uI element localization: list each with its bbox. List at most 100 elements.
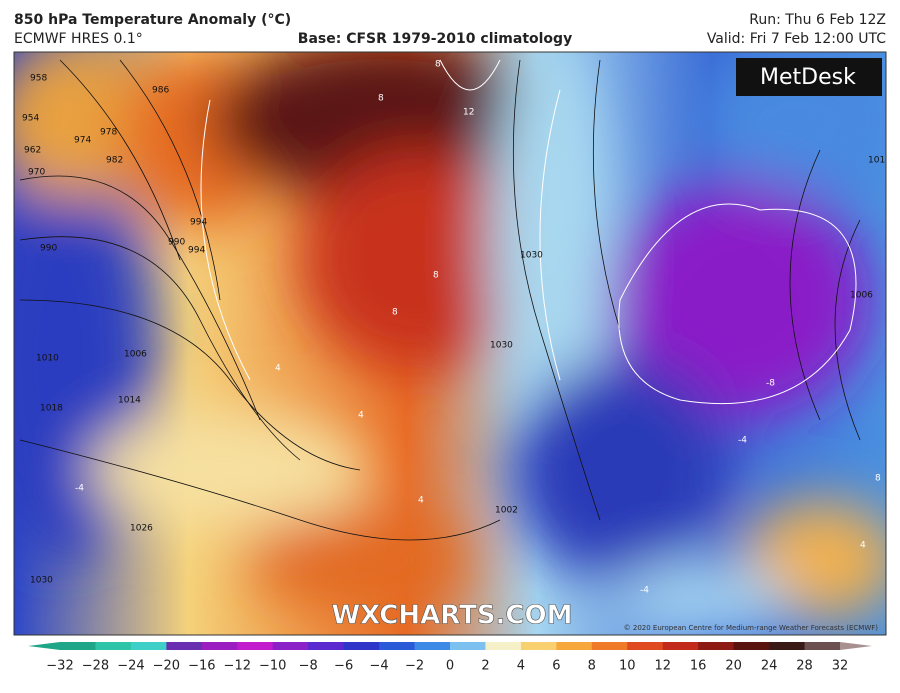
anomaly-label: 4 xyxy=(358,411,364,421)
colorbar-label: 2 xyxy=(481,659,489,674)
isobar-label: 1030 xyxy=(490,341,513,351)
title: 850 hPa Temperature Anomaly (°C) xyxy=(14,12,291,28)
anomaly-field xyxy=(14,52,886,635)
model: ECMWF HRES 0.1° xyxy=(14,31,143,47)
colorbar-segment xyxy=(95,642,132,650)
anomaly-label: -8 xyxy=(766,379,775,389)
colorbar-label: −4 xyxy=(370,659,389,674)
anomaly-label: 12 xyxy=(463,108,474,118)
watermark: WXCHARTS.COM xyxy=(331,601,572,631)
colorbar-label: −10 xyxy=(259,659,286,674)
colorbar-label: 0 xyxy=(446,659,454,674)
colorbar-label: 4 xyxy=(517,659,525,674)
isobar-label: 1002 xyxy=(495,506,518,516)
colorbar-segment xyxy=(308,642,345,650)
colorbar-segment xyxy=(450,642,486,650)
isobar-label: 1014 xyxy=(118,396,141,406)
colorbar-label: −20 xyxy=(153,659,180,674)
isobar-label: 990 xyxy=(168,238,185,248)
colorbar-end xyxy=(840,642,872,650)
colorbar-segment xyxy=(698,642,735,650)
colorbar-label: −8 xyxy=(299,659,318,674)
colorbar-label: −24 xyxy=(117,659,144,674)
colorbar-label: −28 xyxy=(82,659,109,674)
colorbar-segment xyxy=(804,642,841,650)
isobar-label: 954 xyxy=(22,114,39,124)
colorbar-label: 6 xyxy=(552,659,560,674)
anomaly-label: 8 xyxy=(875,474,881,484)
anomaly-label: -4 xyxy=(640,586,649,596)
isobar-label: 974 xyxy=(74,136,91,146)
colorbar-segment xyxy=(60,642,96,650)
colorbar-segment xyxy=(662,642,699,650)
isobar-label: 1030 xyxy=(30,576,53,586)
logo: MetDesk xyxy=(760,65,856,90)
map-frame xyxy=(13,51,887,636)
anomaly-contours xyxy=(200,59,857,405)
isobar-label: 978 xyxy=(100,128,117,138)
isobar-label: 958 xyxy=(30,74,47,84)
colorbar-label: −16 xyxy=(188,659,215,674)
isobar-label: 990 xyxy=(40,244,57,254)
colorbar-segment xyxy=(485,642,522,650)
valid: Valid: Fri 7 Feb 12:00 UTC xyxy=(707,31,886,47)
anomaly-label: 8 xyxy=(433,271,439,281)
anomaly-label: 4 xyxy=(275,364,281,374)
colorbar-label: −32 xyxy=(46,659,73,674)
colorbar-label: 20 xyxy=(725,659,742,674)
anomaly-label: 8 xyxy=(435,60,441,70)
isobar-label: 1018 xyxy=(40,404,63,414)
colorbar-segment xyxy=(591,642,628,650)
isobar-label: 994 xyxy=(188,246,205,256)
colorbar-end xyxy=(28,642,60,650)
isobar-label: 970 xyxy=(28,168,45,178)
colorbar-segment xyxy=(201,642,238,650)
logo-box xyxy=(736,58,882,96)
colorbar-segment xyxy=(556,642,593,650)
colorbar-segment xyxy=(237,642,274,650)
colorbar-label: 24 xyxy=(761,659,778,674)
isobar-label: 1014 xyxy=(868,156,891,166)
base: Base: CFSR 1979-2010 climatology xyxy=(298,31,572,47)
colorbar-label: −2 xyxy=(405,659,424,674)
isobar-label: 1006 xyxy=(850,291,873,301)
colorbar-segment xyxy=(272,642,309,650)
isobars xyxy=(19,59,861,541)
isobar-label: 1026 xyxy=(130,524,153,534)
colorbar-label: −6 xyxy=(334,659,353,674)
anomaly-label: 4 xyxy=(418,496,424,506)
colorbar-segment xyxy=(130,642,167,650)
colorbar-segment xyxy=(769,642,806,650)
run: Run: Thu 6 Feb 12Z xyxy=(749,12,886,28)
colorbar-label: 32 xyxy=(832,659,849,674)
anomaly-label: 8 xyxy=(392,308,398,318)
isobar-label: 994 xyxy=(190,218,207,228)
colorbar-label: 28 xyxy=(796,659,813,674)
isobar-label: 1030 xyxy=(520,251,543,261)
copyright: © 2020 European Centre for Medium-range … xyxy=(624,624,879,632)
isobar-label: 1010 xyxy=(36,354,59,364)
colorbar-label: −12 xyxy=(224,659,251,674)
colorbar-segment xyxy=(733,642,770,650)
colorbar-label: 12 xyxy=(654,659,671,674)
colorbar-label: 8 xyxy=(588,659,596,674)
isobar-label: 1006 xyxy=(124,350,147,360)
map: WXCHARTS.COM © 2020 European Centre for … xyxy=(14,52,891,635)
anomaly-label: -4 xyxy=(75,484,84,494)
colorbar: −32 −28 −24 −20 −16 −12 −10 −8 −6 −4 −2 0 2 4 6 8 10 12 16… xyxy=(28,642,872,674)
isobar-label: 982 xyxy=(106,156,123,166)
anomaly-label: 4 xyxy=(860,541,866,551)
colorbar-segment xyxy=(414,642,451,650)
colorbar-label: 16 xyxy=(690,659,707,674)
anomaly-label: -4 xyxy=(738,436,747,446)
isobar-label: 962 xyxy=(24,146,41,156)
isobar-label: 986 xyxy=(152,86,169,96)
colorbar-segment xyxy=(343,642,380,650)
colorbar-segment xyxy=(166,642,203,650)
colorbar-label: 10 xyxy=(619,659,636,674)
colorbar-segment xyxy=(379,642,416,650)
colorbar-segment xyxy=(627,642,664,650)
anomaly-label: 8 xyxy=(378,94,384,104)
colorbar-segment xyxy=(520,642,557,650)
